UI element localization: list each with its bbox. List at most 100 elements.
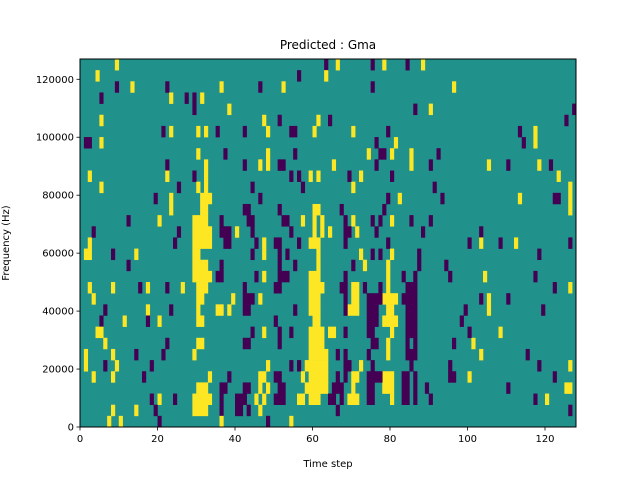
heatmap-cell-high: [564, 382, 573, 394]
heatmap-cell-low: [219, 215, 224, 227]
heatmap-cell-high: [200, 203, 209, 216]
heatmap-cell-low: [568, 237, 573, 249]
heatmap-cell-low: [405, 315, 418, 327]
heatmap-cell-low: [219, 393, 224, 405]
heatmap-cell-high: [308, 170, 313, 182]
heatmap-cell-low: [227, 371, 232, 383]
heatmap-cell-high: [359, 360, 364, 372]
heatmap-cell-high: [258, 293, 263, 305]
heatmap-cell-low: [343, 293, 348, 305]
heatmap-cell-low: [173, 393, 178, 405]
heatmap-cell-low: [246, 404, 251, 417]
heatmap-cell-high: [227, 304, 232, 316]
heatmap-cell-high: [103, 337, 108, 350]
heatmap-cell-high: [351, 293, 360, 305]
heatmap-cell-low: [506, 159, 511, 171]
heatmap-cell-low: [405, 282, 418, 294]
heatmap-cell-high: [308, 326, 325, 339]
y-tick-label: 40000: [42, 307, 74, 318]
heatmap-cell-low: [343, 326, 348, 339]
y-tick-label: 20000: [42, 365, 74, 376]
y-tick-label: 120000: [36, 75, 74, 86]
heatmap-cell-high: [258, 159, 263, 171]
heatmap-cell-low: [417, 248, 422, 261]
heatmap-cell-low: [246, 215, 255, 227]
heatmap-cell-high: [169, 125, 174, 138]
heatmap-cell-low: [289, 170, 294, 182]
heatmap-cell-low: [176, 181, 182, 194]
heatmap-cell-high: [471, 337, 476, 350]
heatmap-cell-high: [568, 203, 573, 216]
heatmap-cell-high: [359, 170, 364, 182]
heatmap-cell-low: [413, 393, 418, 405]
heatmap-cell-high: [262, 237, 267, 249]
heatmap-cell-low: [219, 404, 224, 417]
heatmap-cell-low: [297, 237, 302, 249]
heatmap-cell-low: [448, 360, 453, 372]
heatmap-cell-low: [552, 371, 557, 383]
heatmap-cell-low: [405, 59, 410, 71]
heatmap-cell-low: [277, 159, 286, 171]
heatmap-cell-high: [192, 237, 213, 249]
heatmap-cell-high: [157, 215, 162, 227]
heatmap-cell-low: [378, 148, 387, 160]
heatmap-cell-high: [83, 348, 89, 361]
heatmap-cell-low: [289, 226, 294, 238]
heatmap-cell-high: [91, 293, 96, 305]
heatmap-cell-high: [196, 315, 205, 327]
x-axis-label: Time step: [302, 459, 352, 470]
heatmap-cell-high: [568, 192, 573, 205]
heatmap-cell-low: [343, 237, 348, 249]
heatmap-cell-low: [289, 125, 298, 138]
x-tick-label: 0: [77, 434, 83, 445]
heatmap-cell-high: [316, 248, 321, 261]
x-tick-label: 20: [151, 434, 164, 445]
heatmap-cell-low: [277, 337, 282, 350]
heatmap-cell-low: [537, 248, 542, 261]
heatmap-cell-low: [552, 192, 561, 205]
heatmap-cell-high: [312, 315, 321, 327]
heatmap-cell-low: [215, 270, 224, 283]
heatmap-cell-high: [351, 371, 360, 383]
heatmap-cell-high: [262, 326, 267, 339]
heatmap-cell-low: [328, 114, 333, 127]
heatmap-cell-high: [157, 393, 162, 405]
heatmap-cell-high: [393, 137, 399, 149]
heatmap-cell-high: [165, 170, 170, 182]
heatmap-cell-low: [409, 360, 414, 372]
heatmap-cell-high: [347, 304, 360, 316]
heatmap-cell-low: [250, 326, 255, 339]
heatmap-cell-low: [343, 215, 348, 227]
heatmap-cell-low: [103, 360, 108, 372]
heatmap-cell-low: [568, 404, 573, 417]
heatmap-cell-low: [293, 259, 298, 272]
heatmap-cell-low: [378, 282, 383, 294]
heatmap-cell-low: [149, 393, 154, 405]
heatmap-cell-high: [227, 103, 232, 116]
heatmap-cell-low: [370, 360, 375, 372]
heatmap-cell-high: [390, 393, 395, 405]
heatmap-cell-high: [386, 259, 391, 272]
heatmap-cell-high: [266, 125, 271, 138]
heatmap-cell-low: [413, 371, 418, 383]
heatmap-cell-low: [537, 360, 542, 372]
heatmap-cell-low: [428, 215, 433, 227]
heatmap-cell-low: [413, 382, 418, 394]
heatmap-cell-low: [366, 348, 371, 361]
heatmap-cell-low: [273, 237, 282, 249]
heatmap-cell-low: [401, 371, 410, 383]
heatmap-cell-high: [382, 293, 399, 305]
heatmap-cell-high: [312, 125, 317, 138]
heatmap-cell-low: [250, 226, 255, 238]
heatmap-cell-low: [219, 259, 224, 272]
heatmap-cell-low: [293, 148, 298, 160]
heatmap-cell-high: [219, 415, 224, 428]
heatmap-cell-low: [242, 293, 255, 305]
heatmap-cell-low: [525, 348, 530, 361]
heatmap-cell-low: [343, 304, 348, 316]
heatmap-cell-high: [266, 382, 271, 394]
heatmap-cell-high: [200, 92, 205, 104]
heatmap-cell-high: [312, 203, 321, 216]
heatmap-cell-low: [390, 170, 395, 182]
heatmap-cell-high: [386, 348, 391, 361]
